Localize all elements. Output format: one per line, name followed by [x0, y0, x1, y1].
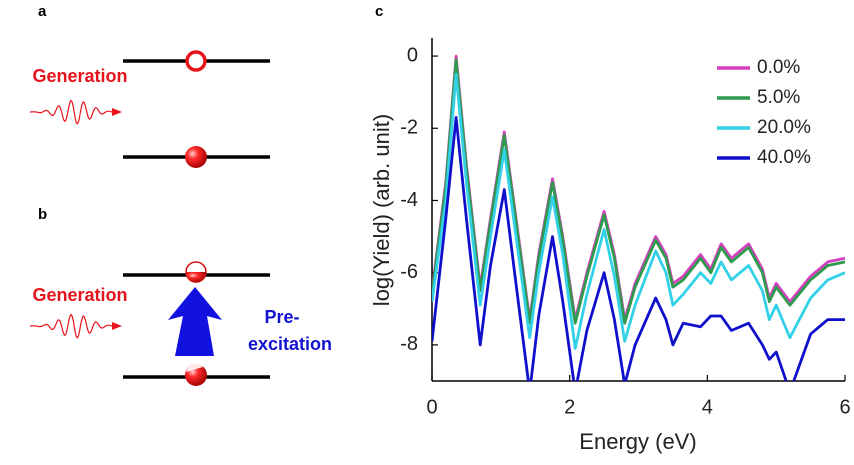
generation-label: Generation [32, 285, 127, 305]
half-electron [185, 363, 207, 386]
panel-label: a [38, 3, 47, 20]
x-tick-label: 2 [564, 396, 575, 418]
x-axis-label: Energy (eV) [579, 429, 696, 454]
annotation: Pre- [264, 307, 299, 327]
annotation: excitation [248, 334, 332, 354]
x-tick-label: 6 [839, 396, 850, 418]
wave-arrowhead [112, 322, 122, 330]
legend-label: 40.0% [757, 147, 811, 168]
plot-area [432, 54, 845, 381]
wave [29, 99, 113, 125]
y-tick-label: -4 [400, 189, 418, 211]
generation-label: Generation [32, 66, 127, 86]
legend-label: 0.0% [757, 57, 800, 78]
light-wave [29, 313, 122, 339]
x-tick-label: 4 [702, 396, 713, 418]
legend-label: 5.0% [757, 87, 800, 108]
light-wave [29, 99, 122, 125]
x-tick-label: 0 [426, 396, 437, 418]
y-axis-label: log(Yield) (arb. unit) [369, 114, 394, 306]
series-line [432, 58, 845, 325]
wave-arrowhead [112, 108, 122, 116]
legend-label: 20.0% [757, 117, 811, 138]
panel-label: b [38, 206, 47, 223]
hole [185, 50, 207, 72]
half-electron [185, 261, 207, 283]
excitation-arrow [168, 287, 222, 356]
wave [29, 313, 113, 339]
series-line [432, 72, 845, 350]
y-tick-label: -2 [400, 117, 418, 139]
panel-label: c [375, 3, 383, 20]
y-tick-label: -6 [400, 261, 418, 283]
electron [185, 146, 207, 168]
y-tick-label: -8 [400, 333, 418, 355]
series-line [432, 116, 845, 381]
y-tick-label: 0 [407, 44, 418, 66]
